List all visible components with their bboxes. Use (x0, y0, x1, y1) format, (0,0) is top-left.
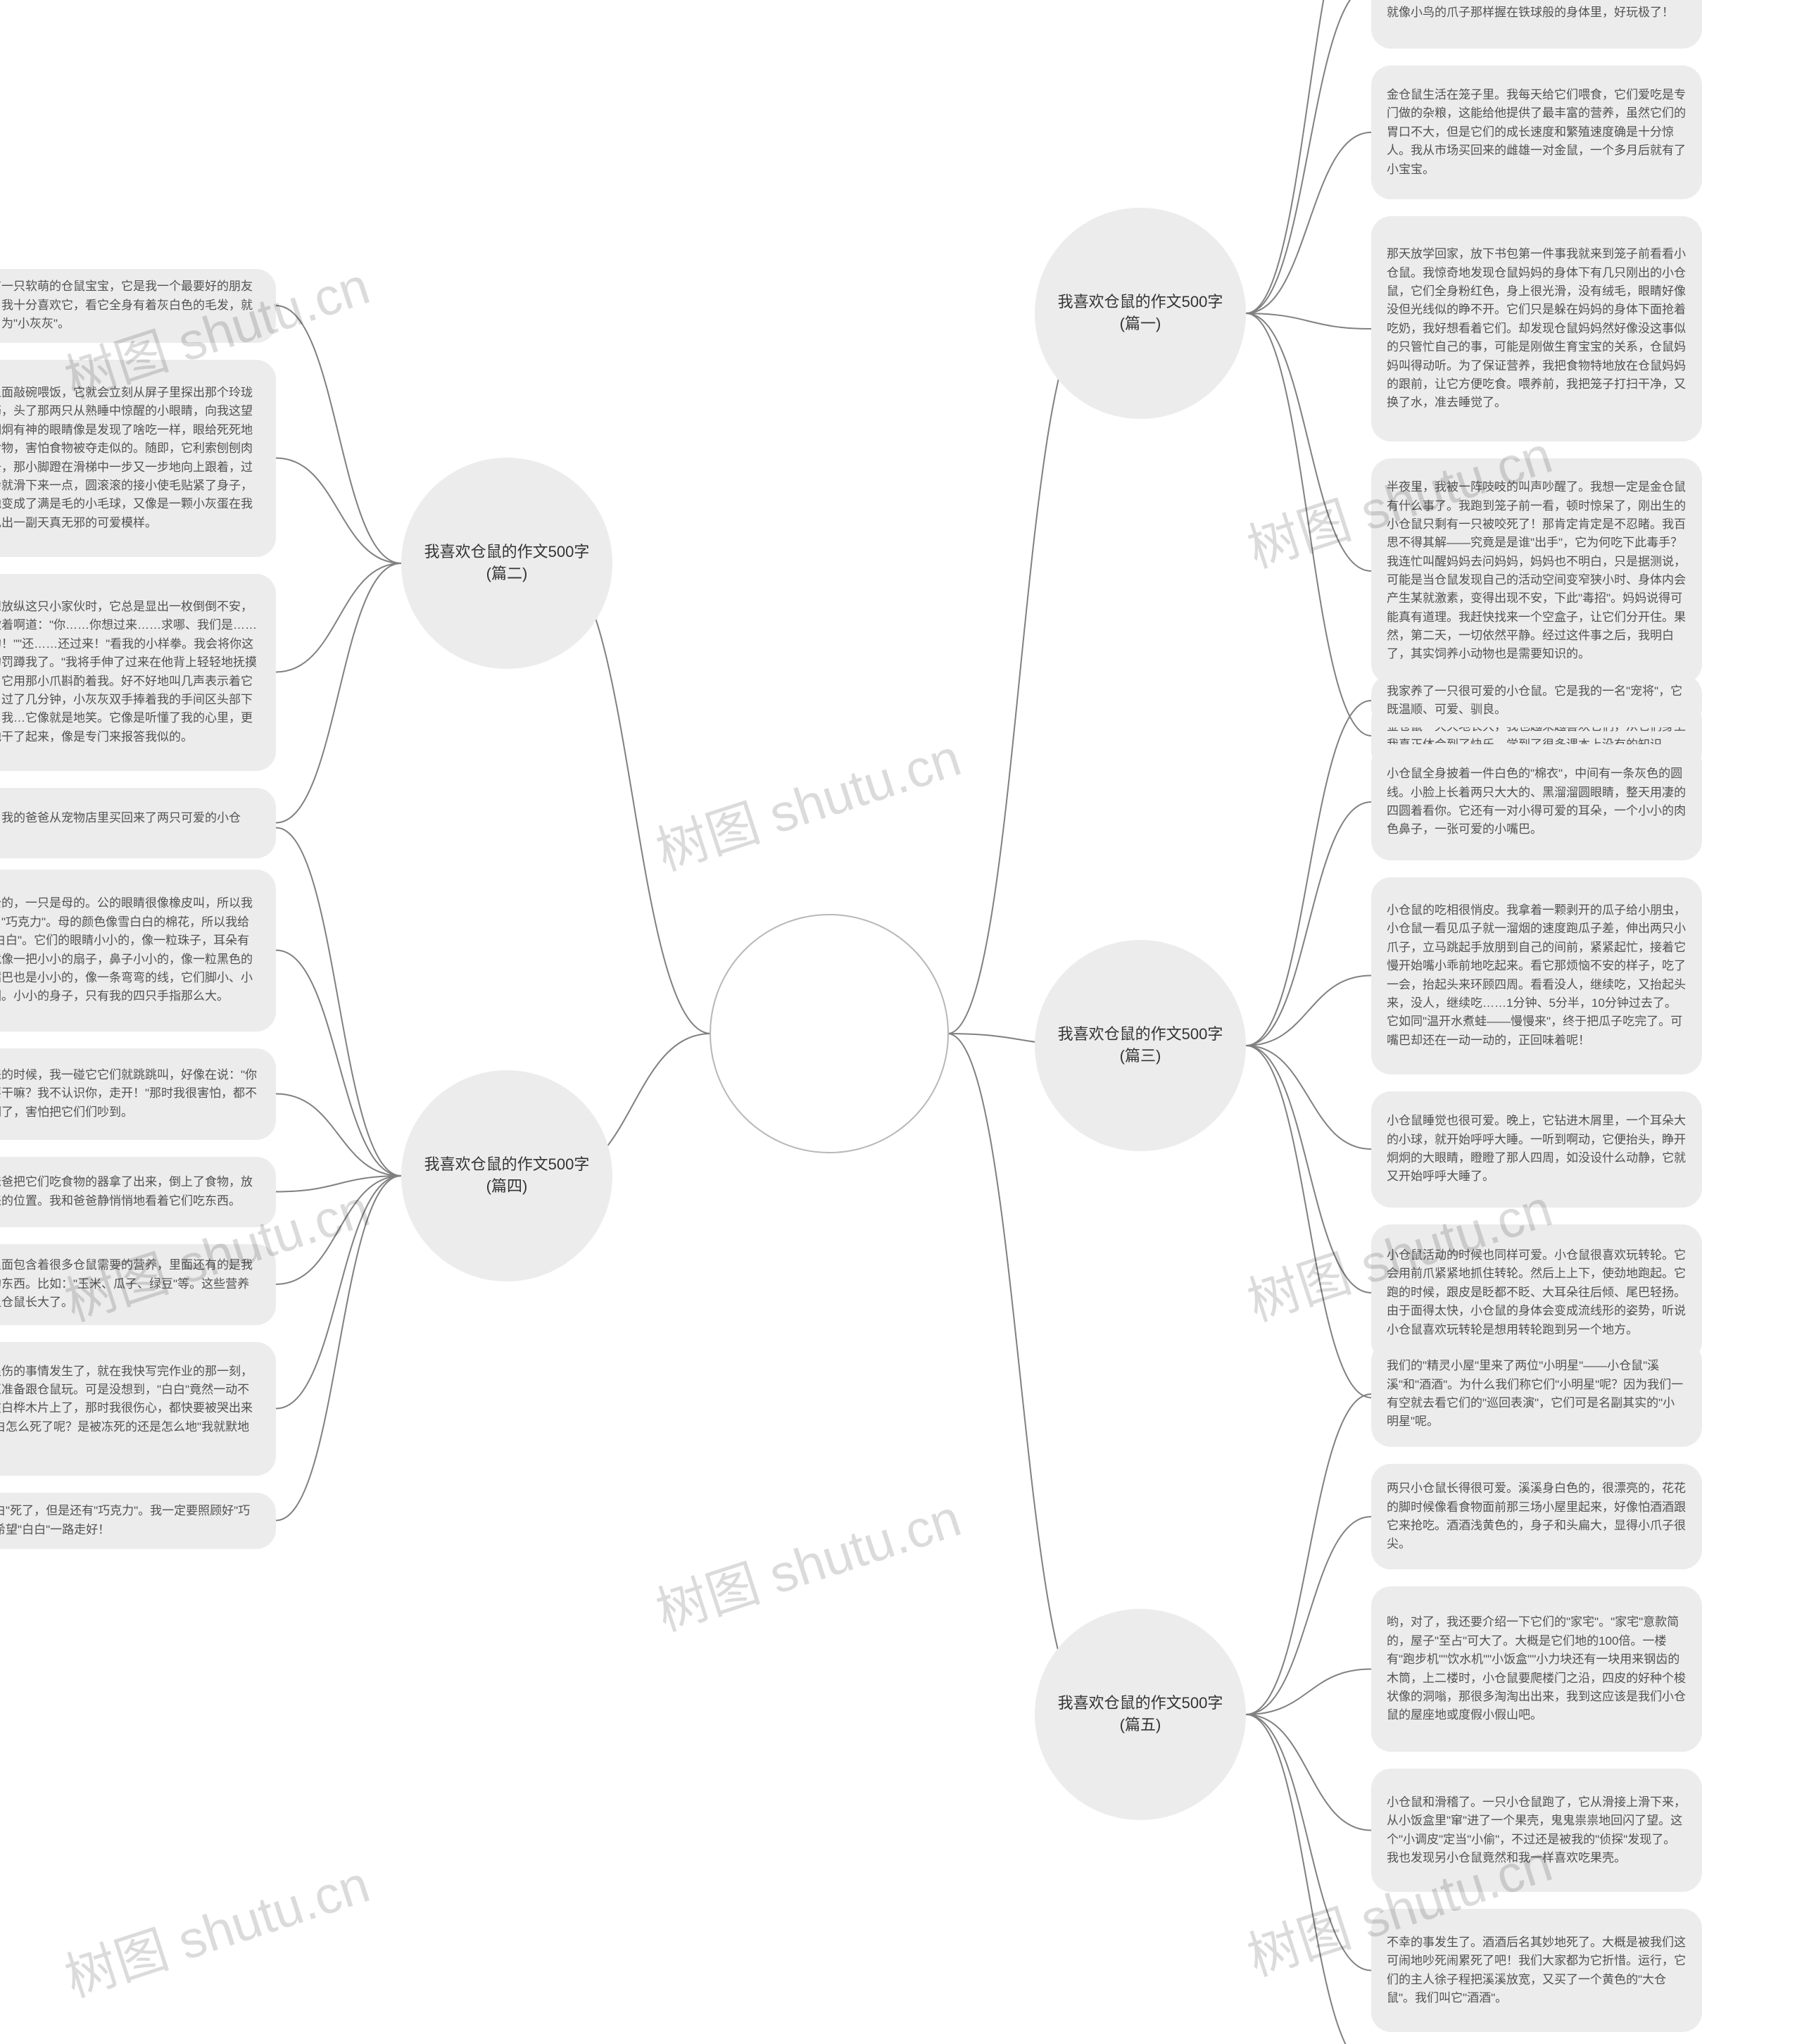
leaf-text: 金仓鼠生活在笼子里。我每天给它们喂食，它们爱吃是专门做的杂粮，这能给他提供了最丰… (1387, 86, 1687, 179)
leaf-node: 小仓鼠睡觉也很可爱。晚上，它钻进木屑里，一个耳朵大的小球，就开始呼呼大睡。一听到… (1371, 1091, 1702, 1208)
leaf-node: 虽然"白白"死了，但是还有"巧克力"。我一定要照顾好"巧克力"，希望"白白"一路… (0, 1493, 276, 1549)
leaf-node: 仓鼠粮里面包含着很多仓鼠需要的营养，里面还有的是我们吃过的东西。比如："玉米、瓜… (0, 1244, 276, 1325)
leaf-text: 虽然"白白"死了，但是还有"巧克力"。我一定要照顾好"巧克力"，希望"白白"一路… (0, 1502, 260, 1539)
leaf-text: 今天，很伤的事情发生了，就在我快写完作业的那一刻，我出来正准备跟仓鼠玩。可是没想… (0, 1362, 260, 1455)
leaf-node: 那天放学回家，放下书包第一件事我就来到笼子前看看小仓鼠。我惊奇地发现仓鼠妈妈的身… (1371, 216, 1702, 441)
leaf-text: 半夜里，我被一阵吱吱的叫声吵醒了。我想一定是金仓鼠有什么事了。我跑到笼子前一看，… (1387, 478, 1687, 663)
leaf-text: 两只小仓鼠长得很可爱。溪溪身白色的，很漂亮的，花花的脚时候像看食物面前那三场小屋… (1387, 1479, 1687, 1553)
leaf-text: 每当我想放纵这只小家伙时，它总是显出一枚倒倒不安，谨上份微着啊道："你……你想过… (0, 598, 260, 746)
leaf-node: 今天，很伤的事情发生了，就在我快写完作业的那一刻，我出来正准备跟仓鼠玩。可是没想… (0, 1342, 276, 1476)
leaf-text: 一只是公的，一只是母的。公的眼睛很像橡皮叫，所以我给它起名"巧克力"。母的颜色像… (0, 894, 260, 1005)
leaf-node: 我家里有一只软萌的仓鼠宝宝，它是我一个最要好的朋友给我的，我十分喜欢它，看它全身… (0, 269, 276, 343)
leaf-text: 小仓鼠的吃相很悄皮。我拿着一颗剥开的瓜子给小朋虫，小仓鼠一看见瓜子就一溜烟的速度… (1387, 901, 1687, 1050)
leaf-node: 小仓鼠的吃相很悄皮。我拿着一颗剥开的瓜子给小朋虫，小仓鼠一看见瓜子就一溜烟的速度… (1371, 877, 1702, 1074)
branch-node: 我喜欢仓鼠的作文500字(篇三) (1035, 940, 1246, 1151)
leaf-node: 一只是公的，一只是母的。公的眼睛很像橡皮叫，所以我给它起名"巧克力"。母的颜色像… (0, 870, 276, 1032)
leaf-text: 下午，爸爸把它们吃食物的器拿了出来，倒上了食物，放回了原来的位置。我和爸爸静悄悄… (0, 1173, 260, 1210)
branch-node: 我喜欢仓鼠的作文500字(篇五) (1035, 1609, 1246, 1820)
leaf-node: 当我在上面敲碗喂饭，它就会立刻从屏子里探出那个玲珑的小脑筋，头了那两只从熟睡中惊… (0, 360, 276, 557)
branch-label: 我喜欢仓鼠的作文500字(篇五) (1056, 1693, 1225, 1736)
leaf-text: 小仓鼠活动的时候也同样可爱。小仓鼠很喜欢玩转轮。它会用前爪紧紧地抓住转轮。然后上… (1387, 1246, 1687, 1339)
leaf-node: 金仓鼠生活在笼子里。我每天给它们喂食，它们爱吃是专门做的杂粮，这能给他提供了最丰… (1371, 65, 1702, 199)
leaf-node: 刚买回来的时候，我一碰它它们就跳跳叫，好像在说："你是谁、要干嘛？我不认识你，走… (0, 1048, 276, 1140)
branch-label: 我喜欢仓鼠的作文500字(篇一) (1056, 291, 1225, 335)
leaf-node: 小仓鼠全身披着一件白色的"棉衣"，中间有一条灰色的圆线。小脸上长着两只大大的、黑… (1371, 744, 1702, 860)
leaf-node: 两只小仓鼠长得很可爱。溪溪身白色的，很漂亮的，花花的脚时候像看食物面前那三场小屋… (1371, 1464, 1702, 1569)
mindmap-stage: 双休日，爷爷带我去花鸟市场买金仓鼠带回家饲养。金仓鼠真可爱！远远看去，就像三只小… (0, 0, 1802, 2044)
leaf-text: 仓鼠粮里面包含着很多仓鼠需要的营养，里面还有的是我们吃过的东西。比如："玉米、瓜… (0, 1256, 260, 1312)
leaf-node: 哟，对了，我还要介绍一下它们的"家宅"。"家宅"意款简的，屋子"至占"可大了。大… (1371, 1586, 1702, 1752)
leaf-text: 那天放学回家，放下书包第一件事我就来到笼子前看看小仓鼠。我惊奇地发现仓鼠妈妈的身… (1387, 245, 1687, 412)
leaf-node: 小仓鼠和滑稽了。一只小仓鼠跑了，它从滑接上滑下来，从小饭盒里"窜"进了一个果壳，… (1371, 1769, 1702, 1892)
branch-node: 我喜欢仓鼠的作文500字(篇一) (1035, 208, 1246, 419)
leaf-node: 每当我想放纵这只小家伙时，它总是显出一枚倒倒不安，谨上份微着啊道："你……你想过… (0, 574, 276, 771)
leaf-text: 我家养了一只很可爱的小仓鼠。它是我的一名"宠将"，它既温顺、可爱、驯良。 (1387, 682, 1687, 720)
leaf-text: 不幸的事发生了。酒酒后名其妙地死了。大概是被我们这可闹地吵死闹累死了吧！我们大家… (1387, 1933, 1687, 2007)
leaf-node: 我家养了一只很可爱的小仓鼠。它是我的一名"宠将"，它既温顺、可爱、驯良。 (1371, 675, 1702, 727)
leaf-text: 刚买回来的时候，我一碰它它们就跳跳叫，好像在说："你是谁、要干嘛？我不认识你，走… (0, 1066, 260, 1122)
watermark: 树图 shutu.cn (645, 716, 969, 885)
branch-node: 我喜欢仓鼠的作文500字(篇二) (401, 458, 612, 669)
watermark: 树图 shutu.cn (645, 1476, 969, 1645)
branch-label: 我喜欢仓鼠的作文500字(篇四) (422, 1154, 591, 1198)
leaf-text: 小仓鼠和滑稽了。一只小仓鼠跑了，它从滑接上滑下来，从小饭盒里"窜"进了一个果壳，… (1387, 1793, 1687, 1867)
leaf-node: 金仓鼠真可爱！远远看去，就像三只小绒球在笼子里滚来滚去。我走近一看，三只小鼠尖尖… (1371, 0, 1702, 49)
branch-label: 我喜欢仓鼠的作文500字(篇三) (1056, 1024, 1225, 1067)
leaf-text: 小仓鼠全身披着一件白色的"棉衣"，中间有一条灰色的圆线。小脸上长着两只大大的、黑… (1387, 765, 1687, 839)
leaf-text: 我家里有一只软萌的仓鼠宝宝，它是我一个最要好的朋友给我的，我十分喜欢它，看它全身… (0, 277, 260, 333)
leaf-text: 小仓鼠睡觉也很可爱。晚上，它钻进木屑里，一个耳朵大的小球，就开始呼呼大睡。一听到… (1387, 1112, 1687, 1186)
leaf-node: 半夜里，我被一阵吱吱的叫声吵醒了。我想一定是金仓鼠有什么事了。我跑到笼子前一看，… (1371, 458, 1702, 684)
branch-label: 我喜欢仓鼠的作文500字(篇二) (422, 541, 591, 585)
leaf-node: 星期天，我的爸爸从宠物店里买回来了两只可爱的小仓鼠。 (0, 803, 276, 853)
watermark: 树图 shutu.cn (54, 1843, 377, 2012)
leaf-text: 当我在上面敲碗喂饭，它就会立刻从屏子里探出那个玲珑的小脑筋，头了那两只从熟睡中惊… (0, 384, 260, 532)
leaf-text: 哟，对了，我还要介绍一下它们的"家宅"。"家宅"意款简的，屋子"至占"可大了。大… (1387, 1613, 1687, 1724)
leaf-node: 下午，爸爸把它们吃食物的器拿了出来，倒上了食物，放回了原来的位置。我和爸爸静悄悄… (0, 1157, 276, 1227)
leaf-node: 我们的"精灵小屋"里来了两位"小明星"——小仓鼠"溪溪"和"酒酒"。为什么我们称… (1371, 1341, 1702, 1447)
leaf-text: 我们的"精灵小屋"里来了两位"小明星"——小仓鼠"溪溪"和"酒酒"。为什么我们称… (1387, 1357, 1687, 1431)
branch-node: 我喜欢仓鼠的作文500字(篇四) (401, 1070, 612, 1281)
leaf-node: 不幸的事发生了。酒酒后名其妙地死了。大概是被我们这可闹地吵死闹累死了吧！我们大家… (1371, 1909, 1702, 2032)
leaf-text: 金仓鼠真可爱！远远看去，就像三只小绒球在笼子里滚来滚去。我走近一看，三只小鼠尖尖… (1387, 0, 1687, 23)
leaf-text: 星期天，我的爸爸从宠物店里买回来了两只可爱的小仓鼠。 (0, 809, 260, 846)
center-node (710, 914, 949, 1153)
